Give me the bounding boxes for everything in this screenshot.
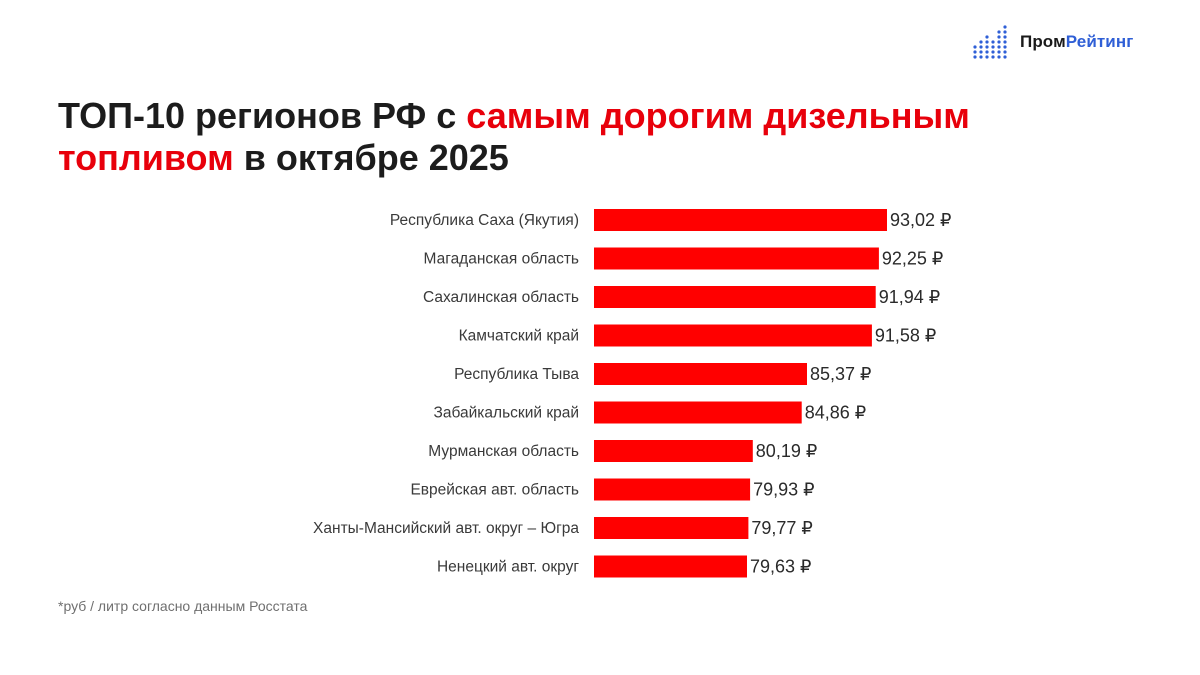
bar: [594, 440, 753, 462]
value-label: 80,19 ₽: [756, 441, 818, 461]
category-label: Республика Саха (Якутия): [390, 212, 579, 229]
bar: [594, 478, 751, 501]
value-label: 91,58 ₽: [875, 326, 937, 346]
category-label: Мурманская область: [428, 443, 579, 460]
value-label: 79,63 ₽: [750, 557, 812, 577]
bar: [594, 363, 807, 385]
value-label: 84,86 ₽: [805, 403, 867, 423]
title-highlight-1: самым дорогим дизельным: [466, 95, 970, 136]
category-label: Ханты-Мансийский авт. округ – Югра: [313, 520, 579, 537]
bar: [594, 324, 872, 347]
bar-dots-icon: [973, 25, 1007, 59]
bar: [594, 247, 879, 270]
value-label: 79,77 ₽: [751, 518, 813, 538]
logo: ПромРейтинг: [972, 25, 1133, 59]
bar: [594, 286, 876, 308]
bar: [594, 517, 749, 539]
logo-text: ПромРейтинг: [1020, 32, 1133, 52]
category-label: Ненецкий авт. округ: [437, 559, 579, 576]
category-label: Сахалинская область: [423, 289, 579, 306]
logo-text-part2: Рейтинг: [1065, 32, 1134, 51]
title-highlight-2: топливом: [58, 137, 234, 178]
value-label: 93,02 ₽: [890, 210, 952, 230]
category-label: Еврейская авт. область: [410, 482, 579, 499]
value-label: 79,93 ₽: [753, 480, 815, 500]
value-label: 91,94 ₽: [879, 287, 941, 307]
logo-text-part1: Пром: [1020, 32, 1066, 51]
title-part1: ТОП-10 регионов РФ с: [58, 95, 467, 136]
title-part4: в октябре 2025: [233, 137, 509, 178]
bar: [594, 555, 747, 578]
category-label: Республика Тыва: [454, 366, 579, 383]
page-title: ТОП-10 регионов РФ с самым дорогим дизел…: [58, 95, 1168, 179]
category-label: Забайкальский край: [434, 405, 579, 422]
bar: [594, 401, 802, 424]
footnote: *руб / литр согласно данным Росстата: [58, 598, 308, 614]
category-label: Камчатский край: [459, 328, 579, 345]
value-label: 92,25 ₽: [882, 249, 944, 269]
bar: [594, 209, 887, 231]
category-label: Магаданская область: [424, 251, 579, 268]
value-label: 85,37 ₽: [810, 364, 872, 384]
